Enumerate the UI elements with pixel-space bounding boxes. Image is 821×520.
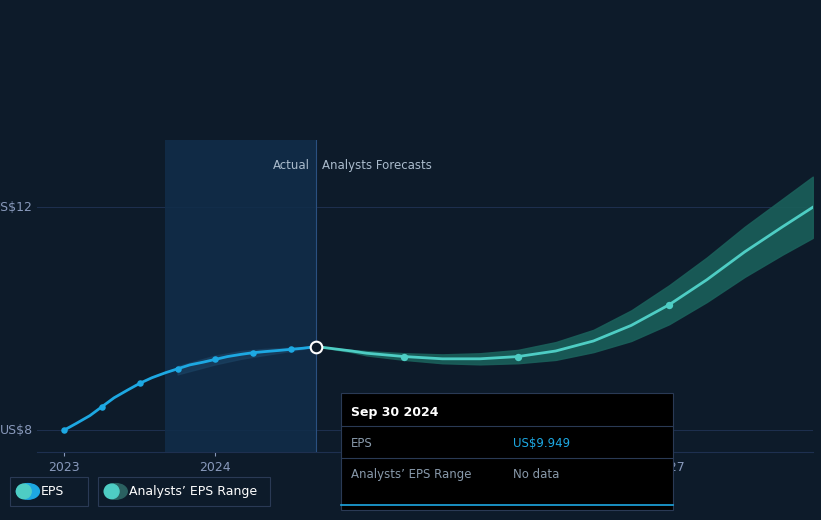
- Text: US$8: US$8: [0, 424, 33, 437]
- Text: Analysts Forecasts: Analysts Forecasts: [323, 159, 433, 172]
- Point: [511, 353, 525, 361]
- Text: EPS: EPS: [351, 437, 372, 450]
- Text: No data: No data: [513, 468, 559, 480]
- Text: EPS: EPS: [41, 485, 64, 498]
- Text: Analysts’ EPS Range: Analysts’ EPS Range: [351, 468, 471, 480]
- Point: [246, 348, 259, 357]
- Text: US$9.949: US$9.949: [513, 437, 571, 450]
- Text: US$12: US$12: [0, 201, 33, 214]
- Text: Sep 30 2024: Sep 30 2024: [351, 406, 438, 419]
- Point: [209, 355, 222, 363]
- Point: [398, 353, 411, 361]
- Point: [133, 379, 146, 387]
- Text: Analysts’ EPS Range: Analysts’ EPS Range: [129, 485, 257, 498]
- Point: [310, 342, 323, 350]
- Text: Actual: Actual: [273, 159, 310, 172]
- Point: [57, 426, 71, 434]
- Point: [171, 365, 184, 373]
- Point: [663, 301, 676, 309]
- Bar: [165, 140, 316, 452]
- Point: [284, 345, 297, 354]
- Point: [95, 402, 108, 411]
